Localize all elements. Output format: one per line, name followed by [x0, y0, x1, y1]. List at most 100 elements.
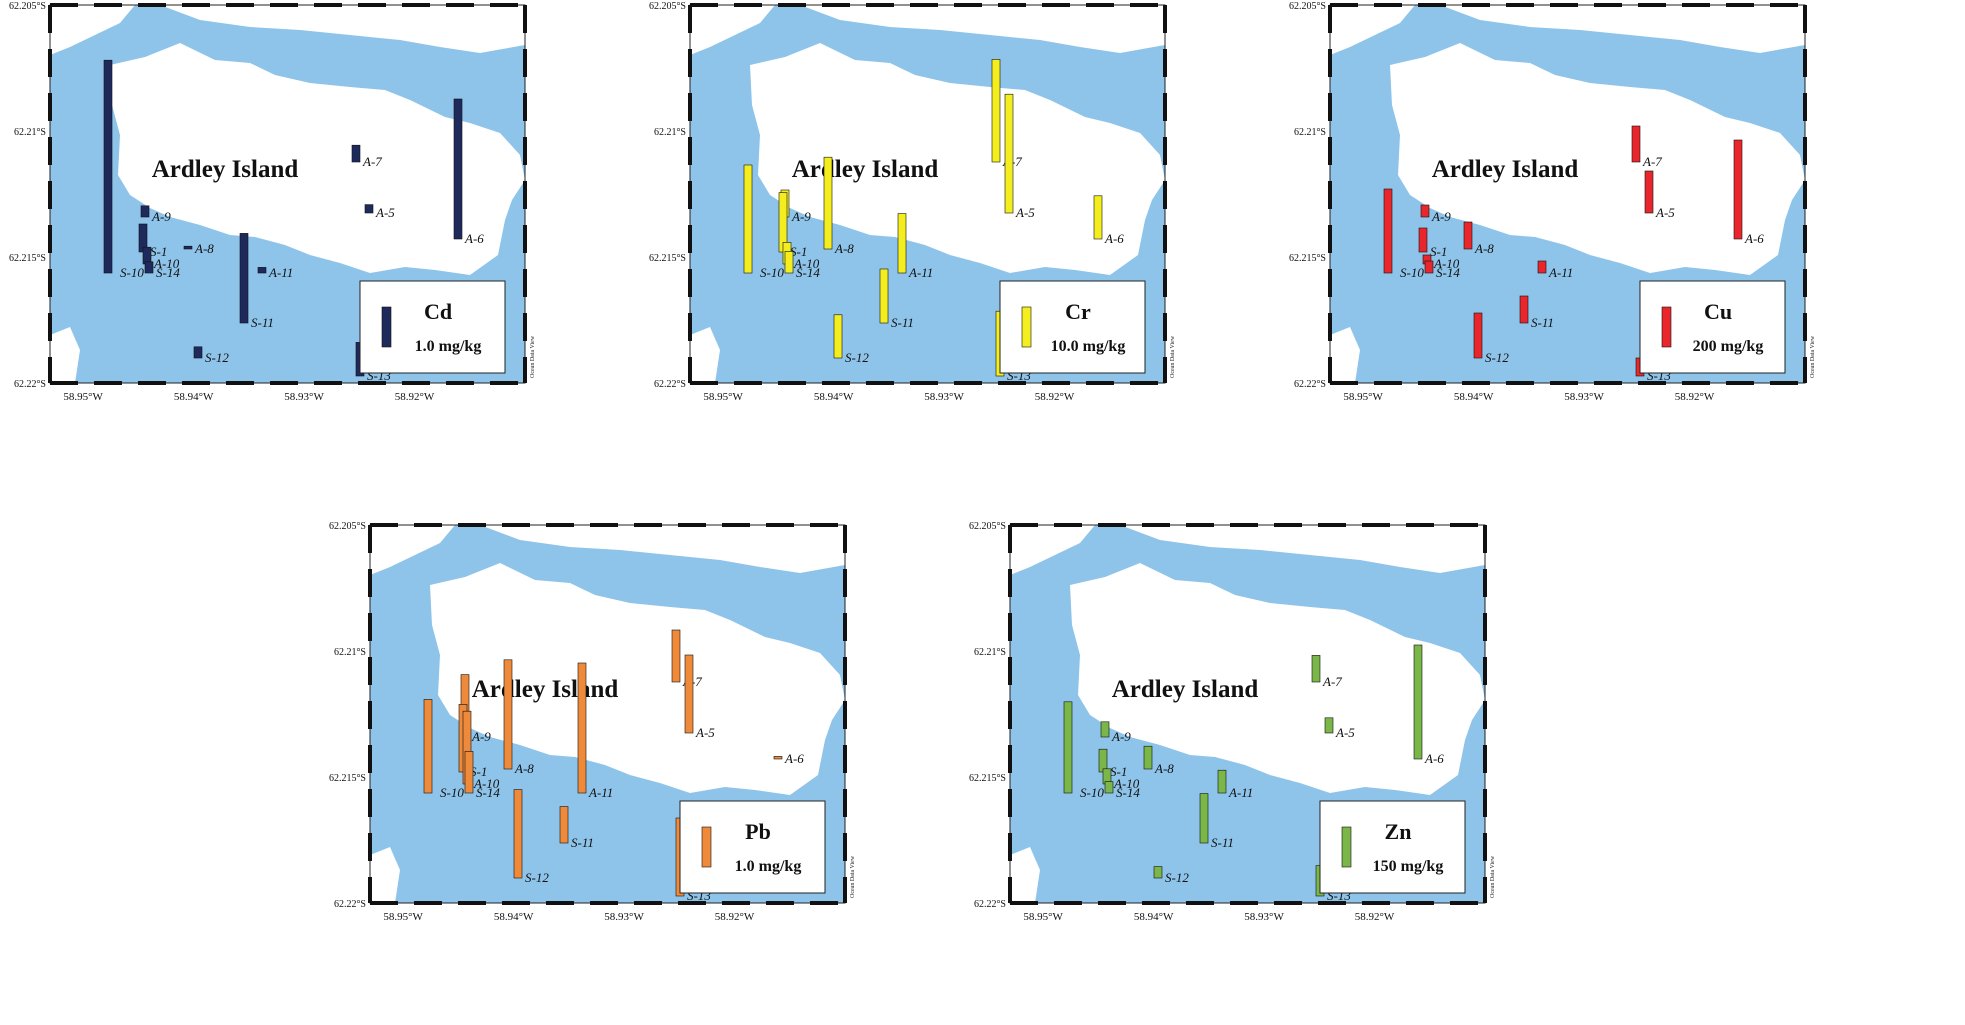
y-tick-label: 62.21°S — [334, 647, 366, 658]
y-tick-label: 62.215°S — [649, 253, 686, 264]
map-svg: Ardley Island 58.95°W 58.94°W 58.93°W 58.92°… — [649, 1, 1176, 403]
legend-element-label: Cr — [1065, 299, 1091, 324]
concentration-bar-a-7 — [1631, 125, 1641, 163]
concentration-bar-s-14 — [464, 751, 474, 794]
legend-element-label: Cu — [1704, 299, 1732, 324]
map-panel-cd: Ardley Island 58.95°W 58.94°W 58.93°W 58.92°… — [0, 0, 700, 500]
y-tick-label: 62.22°S — [14, 379, 46, 390]
x-tick-label: 58.92°W — [1675, 391, 1715, 403]
concentration-bar-a-5 — [1324, 717, 1334, 734]
site-label-s-12: S-12 — [845, 350, 869, 365]
ocean-data-view-watermark: Ocean Data View — [1490, 855, 1496, 898]
x-tick-label: 58.95°W — [1023, 911, 1063, 923]
site-label-a-7: A-7 — [362, 154, 382, 169]
map-panel-zn: Ardley Island 58.95°W 58.94°W 58.93°W 58.92°… — [960, 520, 1660, 1020]
site-label-s-1: S-1 — [150, 244, 167, 259]
site-label-s-14: S-14 — [1436, 265, 1460, 280]
concentration-bar-s-10 — [743, 164, 753, 274]
x-tick-label: 58.94°W — [174, 391, 214, 403]
y-tick-label: 62.205°S — [9, 1, 46, 12]
legend-scale-value: 150 mg/kg — [1373, 858, 1444, 875]
concentration-bar-s-14 — [784, 251, 794, 274]
concentration-bar-a-10 — [142, 246, 152, 265]
site-label-s-14: S-14 — [476, 785, 500, 800]
legend-swatch — [1021, 306, 1032, 348]
concentration-bar-s-14 — [1104, 781, 1114, 794]
north-coast-land — [800, 5, 1165, 53]
ardley-island-land — [110, 43, 525, 275]
ocean-data-view-watermark: Ocean Data View — [850, 855, 856, 898]
site-label-s-11: S-11 — [571, 835, 594, 850]
legend-element-label: Pb — [745, 819, 771, 844]
legend-scale-value: 1.0 mg/kg — [735, 858, 802, 875]
concentration-bar-a-5 — [684, 654, 694, 734]
concentration-bar-a-7 — [1311, 655, 1321, 683]
site-label-a-10: A-10 — [473, 776, 500, 791]
site-label-s-10: S-10 — [120, 265, 144, 280]
y-tick-label: 62.21°S — [654, 127, 686, 138]
ardley-island-land — [1070, 563, 1485, 795]
site-label-s-1: S-1 — [1430, 244, 1447, 259]
x-tick-label: 58.95°W — [383, 911, 423, 923]
concentration-bar-s-11 — [879, 268, 889, 324]
southwest-land — [50, 327, 80, 383]
concentration-bar-a-6 — [1093, 195, 1103, 240]
x-tick-label: 58.94°W — [1454, 391, 1494, 403]
y-tick-label: 62.22°S — [974, 899, 1006, 910]
site-label-a-8: A-8 — [834, 241, 854, 256]
site-label-a-11: A-11 — [908, 265, 933, 280]
concentration-bar-a-6 — [1413, 644, 1423, 760]
site-label-a-9: A-9 — [1431, 209, 1451, 224]
legend-swatch — [701, 826, 712, 868]
legend-box: Cr 10.0 mg/kg — [999, 280, 1146, 374]
y-tick-label: 62.215°S — [969, 773, 1006, 784]
concentration-bar-a-6 — [1733, 139, 1743, 240]
map-panel-cu: Ardley Island 58.95°W 58.94°W 58.93°W 58.92°… — [1280, 0, 1965, 500]
ardley-island-land — [1390, 43, 1805, 275]
concentration-bar-a-9 — [140, 205, 150, 218]
site-label-a-9: A-9 — [791, 209, 811, 224]
site-label-s-11: S-11 — [891, 315, 914, 330]
north-coast-land — [160, 5, 525, 53]
legend-element-label: Zn — [1385, 819, 1412, 844]
site-label-s-1: S-1 — [1110, 764, 1127, 779]
site-label-a-5: A-5 — [695, 725, 715, 740]
site-label-a-8: A-8 — [1474, 241, 1494, 256]
x-tick-label: 58.93°W — [1564, 391, 1604, 403]
legend-box: Cd 1.0 mg/kg — [359, 280, 506, 374]
y-tick-label: 62.205°S — [329, 521, 366, 532]
x-tick-label: 58.95°W — [1343, 391, 1383, 403]
y-tick-label: 62.21°S — [1294, 127, 1326, 138]
site-label-a-6: A-6 — [464, 231, 484, 246]
concentration-bar-a-11 — [257, 267, 267, 274]
northwest-land — [370, 525, 455, 575]
concentration-bar-a-6 — [453, 98, 463, 240]
site-label-a-6: A-6 — [784, 751, 804, 766]
x-tick-label: 58.95°W — [703, 391, 743, 403]
x-tick-label: 58.95°W — [63, 391, 103, 403]
legend-box: Pb 1.0 mg/kg — [679, 800, 826, 894]
y-tick-label: 62.21°S — [974, 647, 1006, 658]
site-label-a-11: A-11 — [1228, 785, 1253, 800]
site-label-s-10: S-10 — [440, 785, 464, 800]
ocean-data-view-watermark: Ocean Data View — [530, 335, 536, 378]
southwest-land — [370, 847, 400, 903]
site-label-s-14: S-14 — [156, 265, 180, 280]
map-panel-pb: Ardley Island 58.95°W 58.94°W 58.93°W 58.92°… — [320, 520, 1020, 1020]
concentration-bar-a-11 — [1537, 260, 1547, 274]
site-label-a-5: A-5 — [1655, 205, 1675, 220]
site-label-a-5: A-5 — [1015, 205, 1035, 220]
concentration-bar-a-9 — [1420, 204, 1430, 218]
southwest-land — [690, 327, 720, 383]
ocean-data-view-watermark: Ocean Data View — [1810, 335, 1816, 378]
site-label-a-6: A-6 — [1104, 231, 1124, 246]
concentration-bar-a-7 — [671, 629, 681, 683]
concentration-bar-a-8 — [1463, 221, 1473, 250]
northwest-land — [690, 5, 775, 55]
x-tick-label: 58.92°W — [1355, 911, 1395, 923]
concentration-bar-s-12 — [1153, 866, 1163, 879]
y-tick-label: 62.205°S — [1289, 1, 1326, 12]
concentration-bar-a-8 — [183, 245, 193, 250]
x-tick-label: 58.92°W — [395, 391, 435, 403]
north-coast-land — [1440, 5, 1805, 53]
